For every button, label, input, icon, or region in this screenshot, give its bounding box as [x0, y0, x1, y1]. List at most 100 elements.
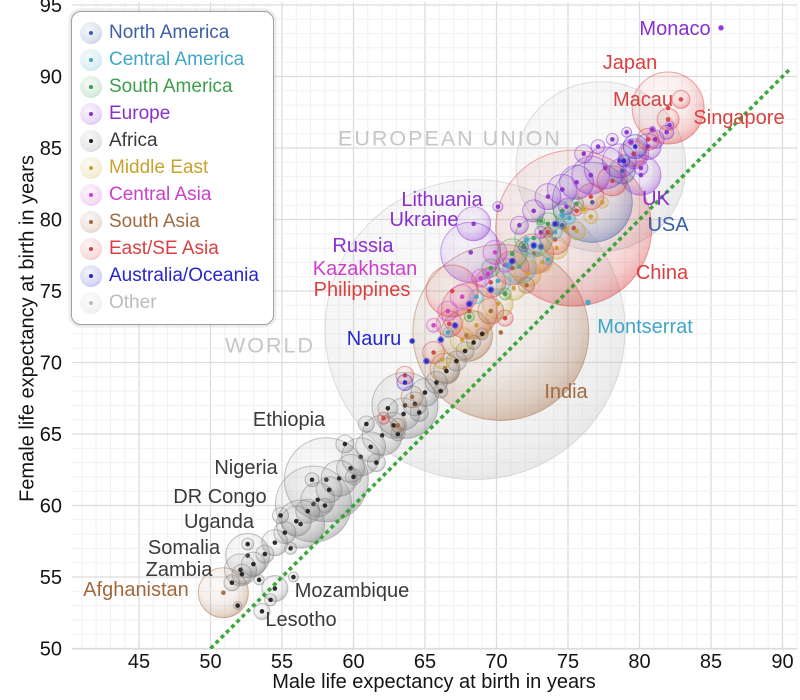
y-tick-label: 90 — [40, 67, 62, 89]
country-label-zambia: Zambia — [146, 559, 214, 581]
country-label-china: China — [636, 262, 689, 284]
region-bubble-icon — [80, 129, 102, 152]
bubble-center-dot — [322, 503, 328, 508]
bubble-center-dot — [479, 331, 485, 337]
country-label-afghanistan: Afghanistan — [83, 579, 189, 601]
legend-item-central_asia: Central Asia — [80, 181, 259, 208]
legend: North America Central America South Americ… — [71, 11, 274, 325]
bubble-center-dot — [471, 340, 476, 345]
bubble-center-dot — [291, 574, 296, 580]
bubble-center-dot — [559, 212, 565, 218]
bubble-center-dot — [424, 358, 429, 364]
region-bubble-center-dot — [89, 219, 93, 224]
x-tick-label: 65 — [414, 651, 436, 673]
aggregate-label-european-union: EUROPEAN UNION — [338, 127, 562, 151]
bubble-center-dot — [495, 204, 501, 209]
bubble-center-dot — [468, 250, 474, 255]
bubble-center-dot — [221, 590, 226, 596]
legend-item-europe: Europe — [80, 100, 259, 127]
bubble-center-dot — [326, 487, 332, 493]
bubble-center-dot — [600, 200, 605, 205]
bubbles-layer — [197, 24, 725, 620]
legend-item-label: South America — [109, 76, 233, 97]
legend-item-east_se_asia: East/SE Asia — [80, 235, 259, 262]
bubble-center-dot — [305, 508, 311, 514]
country-label-lithuania: Lithuania — [401, 189, 483, 211]
legend-item-label: South Asia — [109, 211, 200, 232]
legend-item-label: East/SE Asia — [109, 238, 219, 259]
bubble-center-dot — [564, 204, 569, 209]
bubble-center-dot — [409, 338, 415, 344]
bubble-center-dot — [272, 586, 278, 591]
region-bubble-center-dot — [89, 138, 93, 143]
bubble-center-dot — [474, 294, 479, 300]
region-bubble-icon — [80, 75, 102, 98]
y-tick-label: 85 — [40, 138, 62, 160]
bubble-center-dot — [409, 394, 415, 400]
legend-item-central_america: Central America — [80, 46, 259, 73]
bubble-center-dot — [545, 230, 551, 235]
bubble-center-dot — [502, 291, 508, 297]
bubble-center-dot — [402, 380, 408, 385]
bubble-center-dot — [459, 294, 465, 300]
bubble-center-dot — [447, 321, 452, 327]
bubble-center-dot — [278, 513, 283, 518]
bubble-center-dot — [628, 139, 634, 145]
region-bubble-center-dot — [89, 111, 93, 116]
bubble-center-dot — [525, 271, 531, 277]
bubble-center-dot — [467, 301, 472, 307]
bubble-center-dot — [652, 137, 658, 142]
bubble-center-dot — [422, 390, 428, 395]
bubble-center-dot — [401, 411, 406, 417]
legend-item-label: Central America — [109, 49, 245, 70]
y-tick-label: 65 — [40, 424, 62, 446]
bubble-center-dot — [239, 571, 245, 577]
bubble-center-dot — [492, 250, 498, 255]
y-tick-label: 70 — [40, 353, 62, 375]
bubble-center-dot — [471, 221, 476, 227]
bubble-center-dot — [610, 137, 615, 142]
legend-item-label: Central Asia — [109, 184, 212, 205]
bubble-center-dot — [524, 282, 529, 288]
bubble-center-dot — [505, 262, 511, 268]
bubble-center-dot — [574, 208, 579, 214]
region-bubble-icon — [80, 21, 102, 44]
bubble-center-dot — [485, 271, 491, 277]
region-bubble-icon — [80, 48, 102, 71]
bubble-center-dot — [511, 285, 516, 291]
x-tick-label: 85 — [700, 651, 722, 673]
region-bubble-center-dot — [89, 192, 93, 197]
country-label-dr-congo: DR Congo — [173, 486, 266, 508]
bubble-center-dot — [667, 122, 672, 128]
region-bubble-center-dot — [89, 246, 93, 251]
bubble-center-dot — [488, 308, 494, 314]
legend-item-south_america: South America — [80, 73, 259, 100]
bubble-center-dot — [538, 218, 544, 224]
bubble-center-dot — [294, 518, 299, 524]
bubble-center-dot — [509, 251, 515, 257]
bubble-center-dot — [445, 308, 451, 314]
bubble-center-dot — [478, 275, 484, 281]
bubble-center-dot — [531, 208, 536, 214]
bubble-center-dot — [559, 187, 565, 192]
bubble-center-dot — [552, 230, 558, 235]
x-tick-label: 50 — [199, 651, 221, 673]
legend-item-label: Europe — [109, 103, 171, 124]
region-bubble-center-dot — [89, 165, 93, 170]
bubble-center-dot — [581, 207, 587, 212]
bubble-center-dot — [650, 127, 655, 132]
bubble-center-dot — [235, 603, 240, 608]
country-label-uk: UK — [642, 188, 670, 210]
legend-item-africa: Africa — [80, 127, 259, 154]
bubble-center-dot — [262, 551, 268, 557]
country-label-uganda: Uganda — [184, 511, 255, 533]
bubble-center-dot — [538, 230, 544, 235]
legend-item-north_america: North America — [80, 19, 259, 46]
region-bubble-center-dot — [89, 273, 93, 278]
region-bubble-center-dot — [89, 30, 93, 35]
y-tick-label: 55 — [40, 567, 62, 589]
bubble-center-dot — [545, 221, 551, 227]
bubble-center-dot — [288, 546, 293, 551]
